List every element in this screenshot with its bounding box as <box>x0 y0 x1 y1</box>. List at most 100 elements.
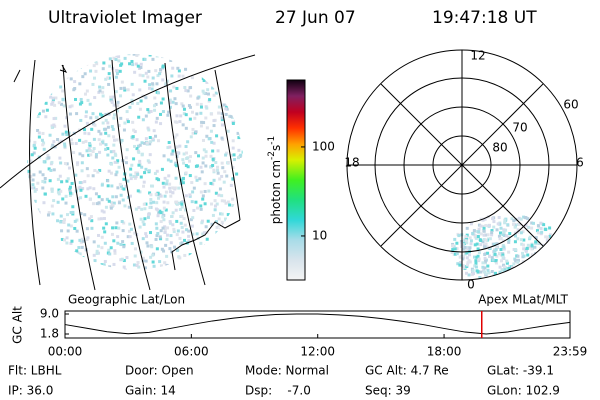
uv-aurora <box>450 215 563 280</box>
uv-pixel <box>132 128 136 132</box>
uv-pixel <box>540 252 544 256</box>
uv-pixel <box>450 250 454 254</box>
uv-pixel <box>227 54 231 56</box>
uv-pixel <box>49 272 52 275</box>
uv-pixel <box>156 208 160 212</box>
uv-pixel <box>75 249 79 253</box>
uv-pixel <box>214 220 218 224</box>
uv-pixel <box>115 160 119 164</box>
uv-pixel <box>214 260 218 264</box>
uv-pixel <box>191 131 195 135</box>
uv-pixel <box>215 247 219 251</box>
uv-pixel <box>29 159 33 163</box>
uv-pixel <box>155 82 159 86</box>
uv-pixel <box>97 90 101 94</box>
uv-pixel <box>96 244 100 248</box>
uv-pixel <box>236 156 240 160</box>
uv-pixel <box>545 247 549 251</box>
uv-pixel <box>51 96 55 100</box>
uv-pixel <box>89 116 93 120</box>
uv-pixel <box>159 68 163 72</box>
uv-pixel <box>228 250 232 254</box>
uv-pixel <box>552 249 556 253</box>
uv-pixel <box>526 253 530 257</box>
uv-pixel <box>241 129 243 133</box>
uv-pixel <box>159 264 163 268</box>
uv-pixel <box>201 247 205 251</box>
uv-pixel <box>226 200 230 204</box>
uv-pixel <box>463 245 467 249</box>
uv-pixel <box>98 142 102 146</box>
uv-pixel <box>533 255 537 259</box>
uv-pixel <box>164 243 168 247</box>
uv-pixel <box>211 60 215 64</box>
info-field: GLat: -39.1 <box>487 364 554 378</box>
uv-pixel <box>214 253 218 257</box>
uv-pixel <box>220 199 224 203</box>
uv-pixel <box>513 240 517 244</box>
uv-pixel <box>28 60 32 64</box>
uv-pixel <box>52 140 56 144</box>
uv-pixel <box>202 79 206 83</box>
uv-pixel <box>106 121 110 125</box>
uv-pixel <box>488 254 492 258</box>
uv-pixel <box>211 257 215 261</box>
colorbar-label: photon cm-2s-1 <box>267 136 283 225</box>
uv-pixel <box>524 249 528 253</box>
uv-pixel <box>149 109 153 113</box>
uv-pixel <box>218 177 222 181</box>
uv-pixel <box>27 187 29 191</box>
uv-pixel <box>526 268 530 272</box>
uv-pixel <box>245 190 248 193</box>
uv-pixel <box>185 228 189 232</box>
uv-pixel <box>474 265 478 269</box>
uv-pixel <box>536 224 540 228</box>
uv-pixel <box>133 231 137 235</box>
uv-pixel <box>521 260 525 264</box>
uv-pixel <box>49 168 53 172</box>
uv-pixel <box>238 134 242 138</box>
uv-pixel <box>474 259 478 263</box>
uv-pixel <box>163 225 167 229</box>
uv-pixel <box>224 201 228 205</box>
uv-pixel <box>36 111 40 115</box>
uv-pixel <box>543 227 547 231</box>
uv-pixel <box>146 244 150 248</box>
uv-pixel <box>154 192 158 196</box>
uv-pixel <box>217 217 221 221</box>
uv-pixel <box>67 54 71 57</box>
uv-pixel <box>70 181 74 185</box>
uv-pixel <box>168 182 172 186</box>
uv-pixel <box>212 170 216 174</box>
uv-pixel <box>133 70 137 74</box>
uv-pixel <box>139 175 143 179</box>
uv-pixel <box>212 119 216 123</box>
uv-pixel <box>31 183 35 187</box>
uv-pixel <box>119 258 123 262</box>
uv-pixel <box>73 219 77 223</box>
uv-pixel <box>158 209 162 213</box>
uv-pixel <box>241 150 243 154</box>
uv-pixel <box>46 213 50 217</box>
uv-pixel <box>146 215 150 219</box>
uv-pixel <box>97 195 101 199</box>
uv-pixel <box>240 134 243 138</box>
uv-pixel <box>115 170 119 174</box>
uv-pixel <box>148 142 152 146</box>
uv-pixel <box>197 54 201 58</box>
uv-pixel <box>132 157 136 161</box>
uv-pixel <box>35 213 39 217</box>
uv-pixel <box>522 247 526 251</box>
uv-pixel <box>496 222 500 226</box>
uv-pixel <box>155 169 159 173</box>
uv-pixel <box>91 202 95 206</box>
uv-pixel <box>180 102 184 106</box>
uv-pixel <box>235 172 239 176</box>
uv-pixel <box>89 215 93 219</box>
uv-pixel <box>104 205 108 209</box>
uv-pixel <box>149 140 153 144</box>
uv-pixel <box>220 161 224 165</box>
uv-pixel <box>70 239 74 243</box>
uv-pixel <box>211 59 215 63</box>
uv-pixel <box>39 237 43 241</box>
